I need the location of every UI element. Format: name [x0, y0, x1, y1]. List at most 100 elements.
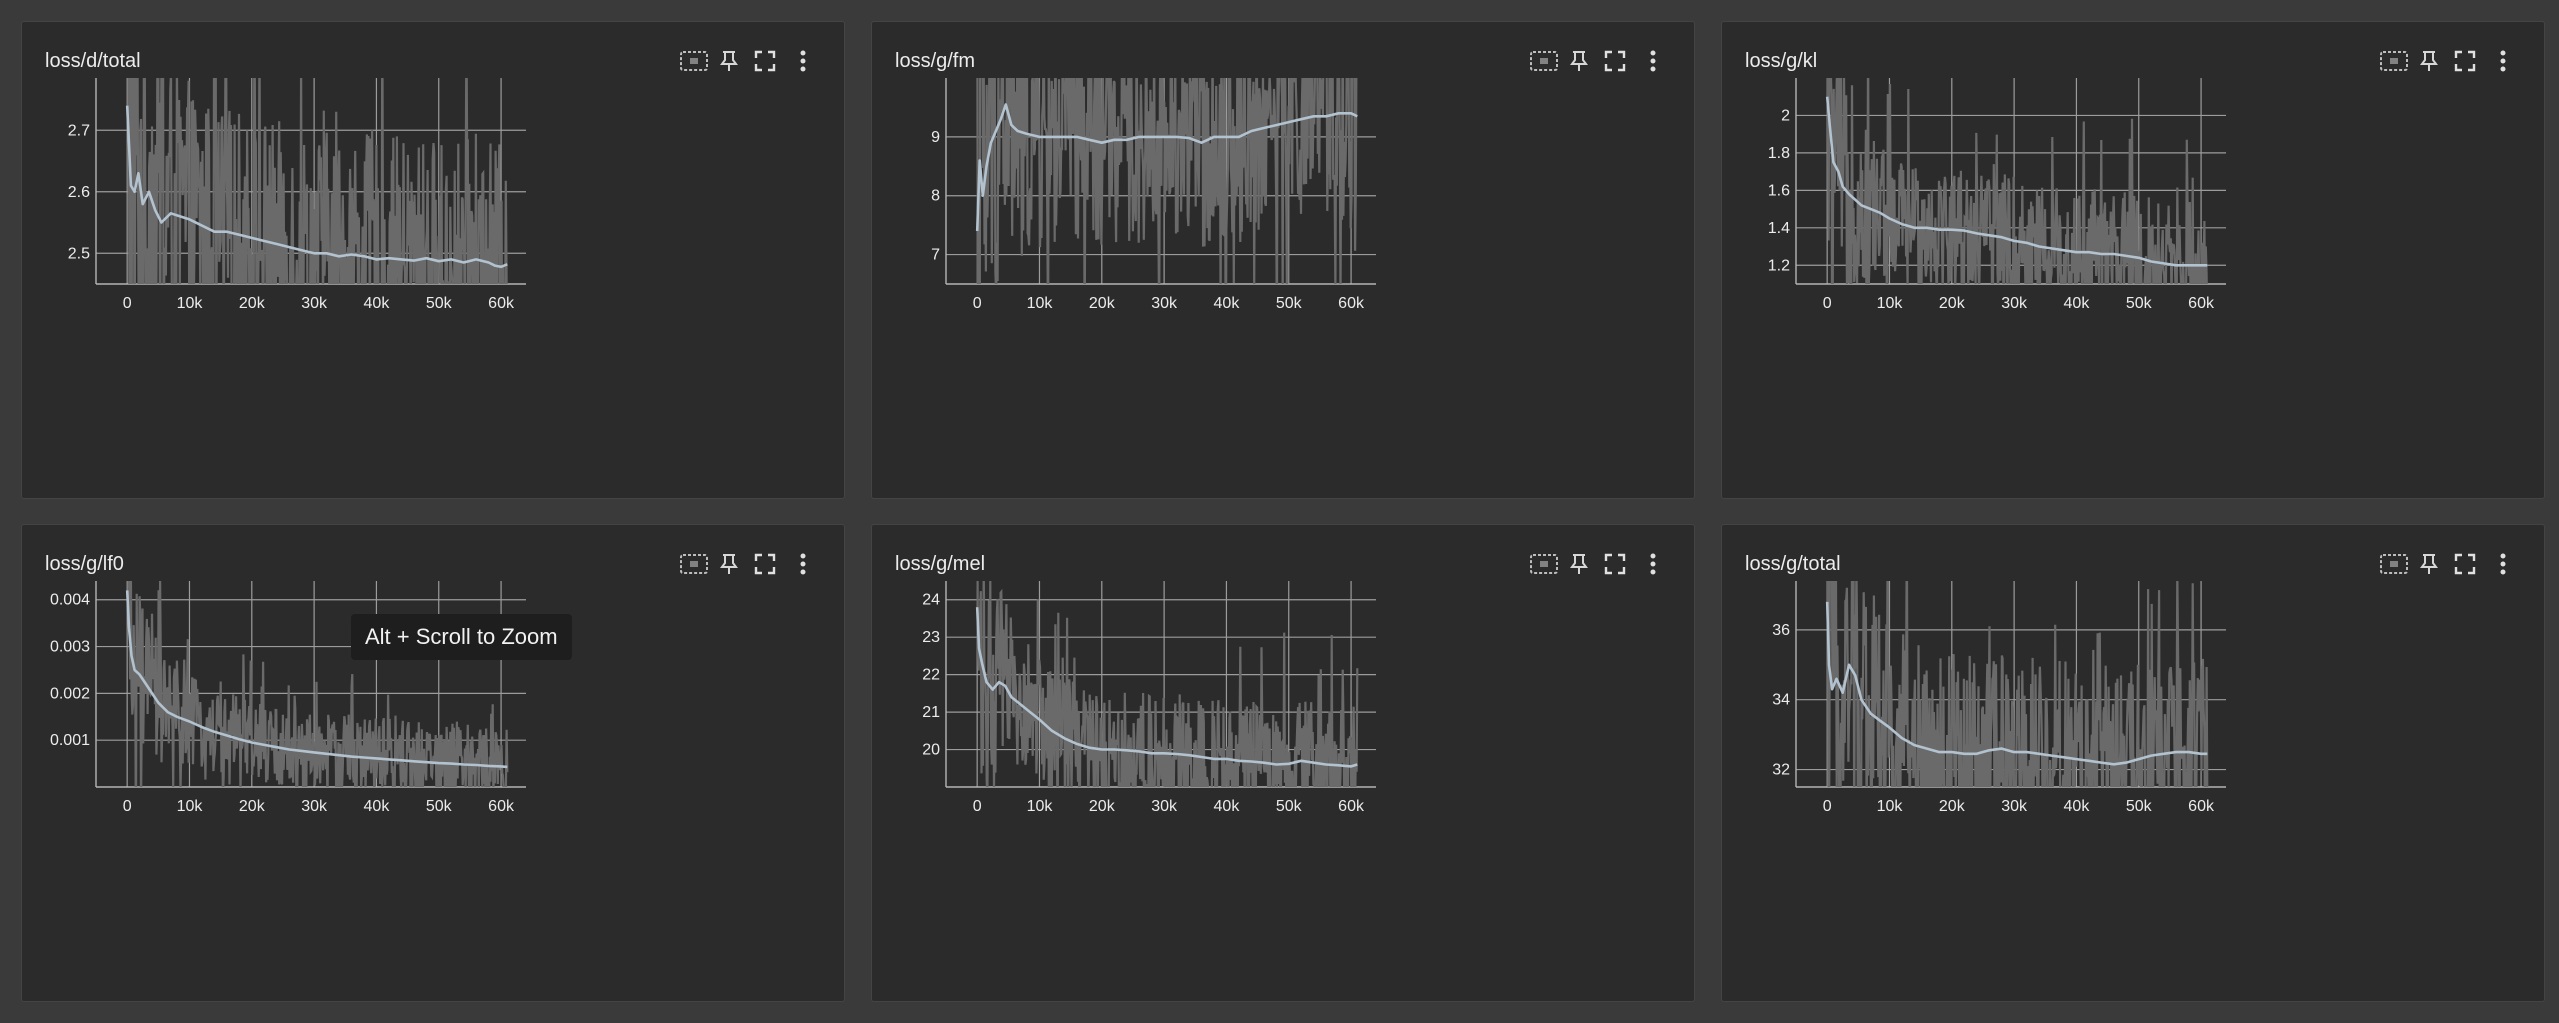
x-tick-label: 40k — [2064, 295, 2091, 312]
x-tick-label: 20k — [239, 798, 266, 815]
zoom-hint-tooltip: Alt + Scroll to Zoom — [351, 614, 572, 660]
raw-series-line — [976, 581, 1359, 787]
more-vert-icon[interactable] — [786, 547, 820, 581]
fullscreen-icon[interactable] — [1598, 44, 1632, 78]
x-tick-label: 0 — [1823, 798, 1832, 815]
card-title: loss/g/mel — [895, 553, 986, 575]
x-tick-label: 0 — [973, 798, 982, 815]
fullscreen-icon[interactable] — [748, 547, 782, 581]
y-tick-label: 23 — [922, 629, 940, 646]
pin-icon[interactable] — [1562, 44, 1596, 78]
y-tick-label: 0.001 — [50, 732, 90, 749]
select-region-icon[interactable] — [677, 547, 711, 581]
pin-icon[interactable] — [2412, 44, 2446, 78]
x-tick-label: 50k — [426, 798, 453, 815]
y-tick-label: 2.6 — [68, 184, 90, 201]
select-region-icon[interactable] — [1527, 547, 1561, 581]
pin-icon[interactable] — [712, 547, 746, 581]
select-region-icon[interactable] — [2377, 44, 2411, 78]
fullscreen-icon[interactable] — [2448, 44, 2482, 78]
select-region-icon[interactable] — [2377, 547, 2411, 581]
line-chart[interactable]: 0 10k 20k 30k 40k 50k 60k 1.2 1.4 1.6 1.8 2 — [1722, 22, 2546, 500]
x-tick-label: 10k — [1027, 798, 1054, 815]
x-tick-label: 40k — [1214, 295, 1241, 312]
y-tick-label: 0.003 — [50, 639, 90, 656]
y-tick-label: 9 — [931, 129, 940, 146]
x-tick-label: 30k — [1151, 295, 1178, 312]
pin-icon[interactable] — [2412, 547, 2446, 581]
x-tick-label: 20k — [1089, 798, 1116, 815]
chart-card-loss-g-mel: loss/g/mel 0 10k 20k 30k 40k 50k 60k 20 21 22 23 24 — [871, 524, 1695, 1002]
card-title: loss/d/total — [45, 50, 141, 72]
more-vert-icon[interactable] — [1636, 547, 1670, 581]
x-tick-label: 10k — [177, 295, 204, 312]
x-tick-label: 50k — [1276, 798, 1303, 815]
chart-card-loss-d-total: loss/d/total 0 10k 20k 30k 40k 50k 60k 2.5 2.6 2.… — [21, 21, 845, 499]
pin-icon[interactable] — [1562, 547, 1596, 581]
raw-series-line — [1826, 581, 2209, 787]
y-tick-label: 0.004 — [50, 592, 90, 609]
more-vert-icon[interactable] — [2486, 44, 2520, 78]
x-tick-label: 30k — [2001, 295, 2028, 312]
x-tick-label: 60k — [488, 295, 515, 312]
y-tick-label: 36 — [1772, 622, 1790, 639]
y-tick-label: 22 — [922, 667, 940, 684]
x-tick-label: 10k — [1877, 798, 1904, 815]
x-tick-label: 30k — [301, 295, 328, 312]
x-tick-label: 10k — [1877, 295, 1904, 312]
x-tick-label: 40k — [2064, 798, 2091, 815]
x-tick-label: 60k — [1338, 295, 1365, 312]
x-tick-label: 40k — [1214, 798, 1241, 815]
fullscreen-icon[interactable] — [748, 44, 782, 78]
line-chart[interactable]: 0 10k 20k 30k 40k 50k 60k 2.5 2.6 2.7 — [22, 22, 846, 500]
smoothed-series-line — [975, 607, 1358, 768]
line-chart[interactable]: 0 10k 20k 30k 40k 50k 60k 0.001 0.002 0.003 0.004 — [22, 525, 846, 1003]
x-tick-label: 10k — [177, 798, 204, 815]
raw-series-line — [127, 78, 508, 284]
card-title: loss/g/total — [1745, 553, 1841, 575]
smoothed-series-line — [975, 103, 1358, 232]
line-chart[interactable]: 0 10k 20k 30k 40k 50k 60k 32 34 36 — [1722, 525, 2546, 1003]
y-tick-label: 2.7 — [68, 122, 90, 139]
x-tick-label: 60k — [1338, 798, 1365, 815]
y-tick-label: 1.4 — [1768, 220, 1790, 237]
x-tick-label: 30k — [1151, 798, 1178, 815]
line-chart[interactable]: 0 10k 20k 30k 40k 50k 60k 7 8 9 — [872, 22, 1696, 500]
card-title: loss/g/lf0 — [45, 553, 124, 575]
x-tick-label: 20k — [1939, 295, 1966, 312]
y-tick-label: 1.8 — [1768, 145, 1790, 162]
y-tick-label: 2 — [1781, 107, 1790, 124]
x-tick-label: 50k — [2126, 798, 2153, 815]
y-tick-label: 7 — [931, 247, 940, 264]
more-vert-icon[interactable] — [1636, 44, 1670, 78]
line-chart[interactable]: 0 10k 20k 30k 40k 50k 60k 20 21 22 23 24 — [872, 525, 1696, 1003]
card-title: loss/g/fm — [895, 50, 976, 72]
x-tick-label: 40k — [364, 295, 391, 312]
y-tick-label: 34 — [1772, 692, 1790, 709]
x-tick-label: 0 — [123, 295, 132, 312]
select-region-icon[interactable] — [1527, 44, 1561, 78]
fullscreen-icon[interactable] — [1598, 547, 1632, 581]
chart-card-loss-g-kl: loss/g/kl 0 10k 20k 30k 40k 50k 60k 1.2 1.4 1.6 1.… — [1721, 21, 2545, 499]
x-tick-label: 50k — [2126, 295, 2153, 312]
y-tick-label: 2.5 — [68, 245, 90, 262]
chart-card-loss-g-total: loss/g/total 0 10k 20k 30k 40k 50k 60k 32 34 36 — [1721, 524, 2545, 1002]
smoothed-series-line — [125, 590, 508, 769]
x-tick-label: 30k — [301, 798, 328, 815]
x-tick-label: 0 — [973, 295, 982, 312]
smoothed-series-line — [125, 105, 508, 269]
pin-icon[interactable] — [712, 44, 746, 78]
y-tick-label: 32 — [1772, 762, 1790, 779]
more-vert-icon[interactable] — [786, 44, 820, 78]
raw-series-line — [976, 78, 1358, 284]
y-tick-label: 21 — [922, 704, 940, 721]
select-region-icon[interactable] — [677, 44, 711, 78]
x-tick-label: 30k — [2001, 798, 2028, 815]
x-tick-label: 0 — [1823, 295, 1832, 312]
y-tick-label: 24 — [922, 592, 940, 609]
y-tick-label: 1.6 — [1768, 182, 1790, 199]
more-vert-icon[interactable] — [2486, 547, 2520, 581]
fullscreen-icon[interactable] — [2448, 547, 2482, 581]
smoothed-series-line — [1825, 601, 2208, 766]
x-tick-label: 40k — [364, 798, 391, 815]
